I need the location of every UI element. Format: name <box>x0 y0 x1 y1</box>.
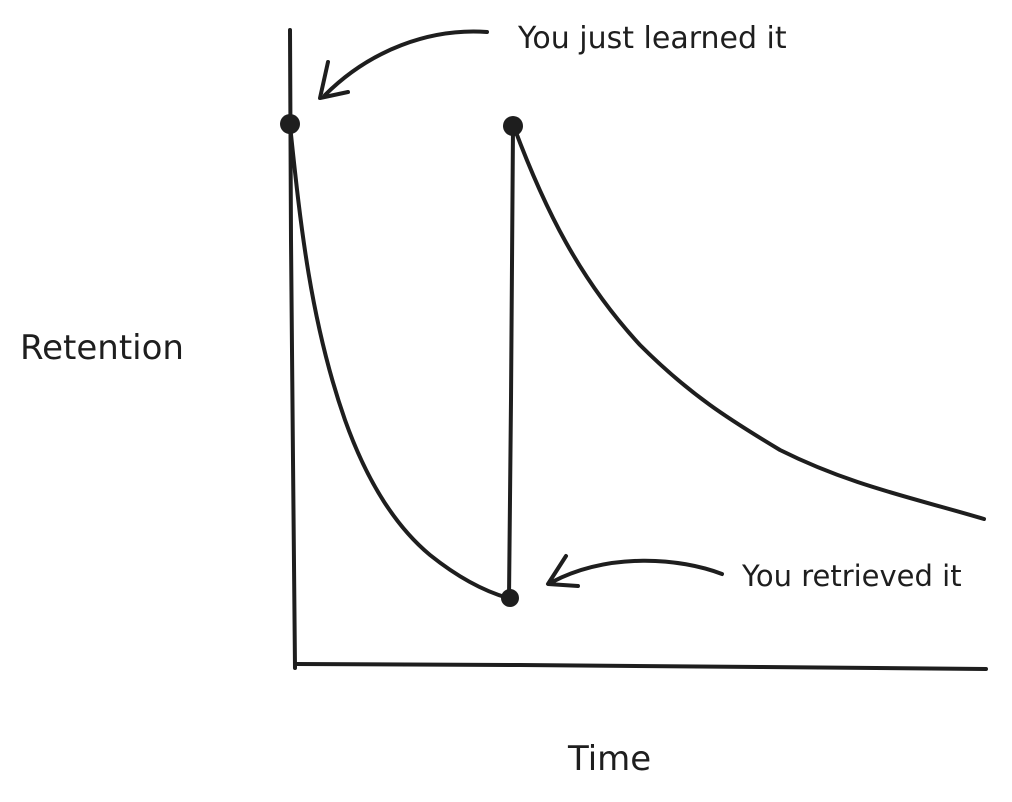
arrow-retrieved-shaft <box>550 558 724 584</box>
point-learned <box>280 114 300 134</box>
arrow-learned-head <box>318 60 350 100</box>
arrow-learned-shaft <box>323 29 489 97</box>
point-retrieval-peak <box>503 116 523 136</box>
forgetting-curve-2 <box>512 125 986 521</box>
point-retrieval-low <box>501 589 519 607</box>
arrow-retrieved-head <box>546 554 580 588</box>
forgetting-curve-1 <box>288 123 510 600</box>
x-axis <box>294 662 988 671</box>
annotation-learned: You just learned it <box>517 21 787 56</box>
annotation-retrieved: You retrieved it <box>741 559 962 593</box>
y-axis-label: Retention <box>20 328 184 368</box>
retrieval-jump-line <box>507 125 515 600</box>
x-axis-label: Time <box>567 739 651 779</box>
